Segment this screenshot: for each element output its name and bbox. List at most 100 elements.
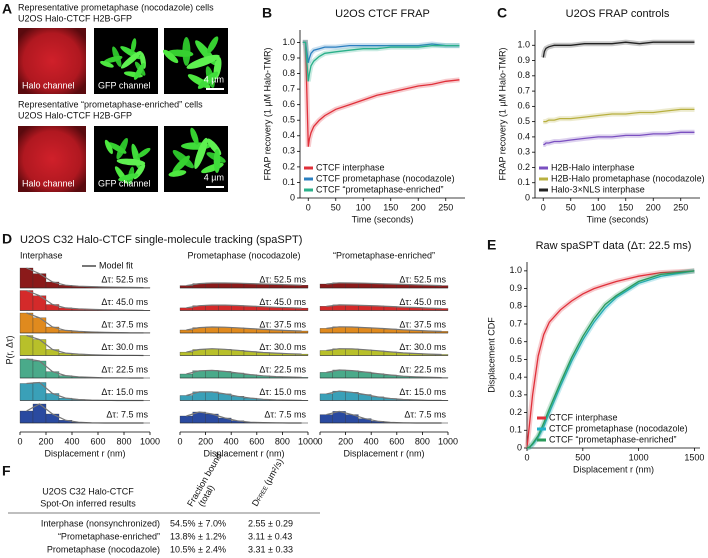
delay-label: Δτ: 30.0 ms	[259, 342, 306, 352]
legend-label: CTCF “prometaphase-enriched”	[316, 184, 444, 194]
model-fit	[326, 282, 442, 287]
x-tick-label: 1000	[298, 436, 318, 446]
model-fit	[186, 369, 302, 378]
delay-label: Δτ: 45.0 ms	[259, 297, 306, 307]
delay-label: Δτ: 22.5 ms	[259, 364, 306, 374]
histogram-bar	[205, 326, 219, 334]
histogram-bar	[319, 283, 333, 289]
halo-image	[18, 28, 86, 94]
y-axis-label: FRAP recovery (1 µM Halo-TMR)	[497, 47, 507, 180]
delay-label: Δτ: 15.0 ms	[101, 387, 148, 397]
chart-title: U2OS CTCF FRAP	[335, 8, 430, 20]
histogram-bar	[179, 307, 193, 311]
panel-letter: E	[487, 237, 496, 253]
x-tick-label: 600	[249, 436, 264, 446]
histogram-bar	[332, 411, 346, 424]
model-fit	[186, 282, 302, 287]
histogram-bar	[179, 415, 193, 424]
histogram-bar	[19, 267, 34, 289]
histogram-bar	[179, 329, 193, 334]
symbol: D	[250, 497, 262, 508]
x-tick-label: 200	[646, 202, 661, 212]
panel-letter: D	[2, 231, 12, 247]
panel-letter: C	[497, 5, 507, 21]
histogram-bar	[19, 383, 34, 401]
x-tick-label: 400	[64, 436, 79, 446]
x-tick-label: 250	[438, 202, 453, 212]
x-tick-label: 50	[331, 202, 341, 212]
x-tick-label: 0	[177, 436, 182, 446]
histogram-bar	[19, 335, 34, 356]
x-tick-label: 100	[591, 202, 606, 212]
x-tick-label: 400	[364, 436, 379, 446]
x-tick-label: 250	[673, 202, 688, 212]
y-tick-label: 0	[290, 192, 295, 202]
y-tick-label: 0.6	[282, 99, 295, 109]
x-tick-label: 1000	[629, 452, 649, 462]
legend-label: Halo-3×NLS interphase	[551, 184, 645, 194]
y-tick-label: 0	[525, 192, 530, 202]
y-tick-label: 0.1	[509, 425, 522, 435]
histogram-bar	[19, 410, 34, 424]
delay-label: Δτ: 52.5 ms	[101, 274, 148, 284]
delay-label: Δτ: 30.0 ms	[399, 342, 446, 352]
y-tick-label: 0.4	[509, 372, 522, 382]
delay-label: Δτ: 22.5 ms	[399, 364, 446, 374]
y-tick-label: 0.8	[282, 68, 295, 78]
y-axis-label: FRAP recovery (1 µM Halo-TMR)	[262, 47, 272, 180]
histogram-bar	[19, 290, 34, 311]
caption: Representative prometaphase (nocodazole)…	[18, 2, 214, 12]
column-title: “Prometaphase-enriched”	[333, 250, 435, 260]
histogram-bar	[319, 350, 333, 356]
y-tick-label: 0.5	[517, 116, 530, 126]
histogram-bar	[345, 348, 359, 356]
y-tick-label: 0.6	[517, 101, 530, 111]
histogram-bar	[32, 273, 47, 289]
chart-title: Raw spaSPT data (Δτ: 22.5 ms)	[536, 240, 692, 252]
histogram-bar	[32, 382, 47, 401]
y-tick-label: 0.1	[282, 177, 295, 187]
series-line	[542, 41, 695, 58]
histogram-bar	[218, 304, 232, 311]
x-tick-label: 400	[224, 436, 239, 446]
delay-label: Δτ: 45.0 ms	[399, 297, 446, 307]
legend-label: CTCF prometaphase (nocodazole)	[549, 423, 688, 433]
y-tick-label: 0.8	[517, 70, 530, 80]
table-header: DFREE(µm²/s)	[250, 457, 285, 508]
model-fit	[326, 326, 442, 332]
model-fit	[326, 369, 442, 379]
y-tick-label: 0.5	[282, 115, 295, 125]
x-tick-label: 200	[38, 436, 53, 446]
legend-label: CTCF interphase	[549, 412, 618, 422]
histogram-bar	[19, 312, 34, 334]
histogram-bar	[45, 413, 60, 424]
histogram-bar	[19, 358, 34, 379]
model-fit	[186, 391, 302, 401]
x-tick-label: 600	[90, 436, 105, 446]
x-tick-label: 1500	[684, 452, 704, 462]
y-tick-label: 0.7	[517, 85, 530, 95]
histogram-bar	[345, 304, 359, 311]
model-fit	[26, 289, 144, 311]
x-tick-label: 200	[411, 202, 426, 212]
x-axis-label: Displacement r (nm)	[44, 448, 125, 458]
histogram-bar	[345, 282, 359, 289]
chart-title: U2OS C32 Halo-CTCF single-molecule track…	[20, 234, 302, 246]
subscript: FREE	[256, 485, 269, 502]
caption: U2OS Halo-CTCF H2B-GFP	[18, 13, 132, 23]
x-tick-label: 1000	[140, 436, 160, 446]
panel-letter: A	[2, 1, 12, 17]
x-tick-label: 200	[338, 436, 353, 446]
series-line	[543, 108, 695, 123]
error-band	[540, 39, 695, 58]
histogram-bar	[205, 348, 219, 356]
legend-label: CTCF “prometaphase-enriched”	[549, 434, 677, 444]
delay-label: Δτ: 7.5 ms	[264, 409, 306, 419]
legend-label: Model fit	[99, 260, 134, 270]
model-fit	[186, 326, 302, 332]
column-title: Interphase	[20, 250, 63, 260]
legend-label: CTCF prometaphase (nocodazole)	[316, 173, 455, 183]
y-tick-label: 0.6	[509, 336, 522, 346]
caption: Representative “prometaphase-enriched” c…	[18, 99, 203, 109]
series-line	[526, 270, 695, 449]
